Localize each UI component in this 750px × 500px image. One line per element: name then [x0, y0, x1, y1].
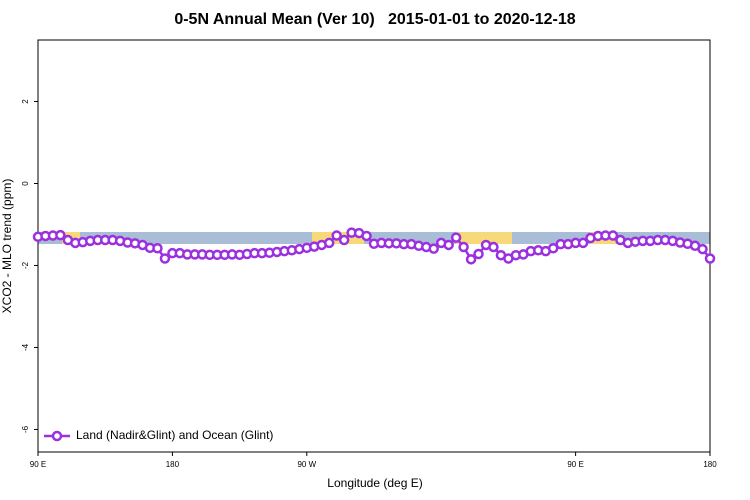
- data-point: [450, 232, 462, 243]
- data-point: [607, 230, 619, 241]
- x-tick-label: 180: [703, 460, 717, 469]
- y-tick-label: -2: [21, 261, 30, 269]
- data-point: [488, 241, 499, 253]
- legend-marker: [51, 430, 63, 442]
- y-tick-label: 2: [21, 99, 30, 104]
- data-point: [473, 248, 484, 260]
- x-tick-label: 90 E: [567, 460, 583, 469]
- data-point: [428, 243, 439, 254]
- y-tick-label: -4: [21, 343, 30, 351]
- data-point: [331, 230, 342, 241]
- land-patch: [456, 232, 512, 244]
- data-point: [323, 237, 335, 249]
- data-point: [577, 237, 589, 249]
- x-axis-label: Longitude (deg E): [327, 476, 422, 490]
- data-point: [697, 243, 708, 255]
- data-point: [443, 239, 454, 251]
- data-point: [704, 253, 716, 264]
- plot-frame: [37, 39, 711, 453]
- y-axis-label: XCO2 - MLO trend (ppm): [0, 179, 14, 314]
- ocean-band: [38, 232, 710, 244]
- data-point: [465, 254, 477, 265]
- data-point: [152, 243, 163, 254]
- data-point: [361, 230, 372, 242]
- data-point: [338, 234, 350, 246]
- legend-label: Land (Nadir&Glint) and Ocean (Glint): [76, 428, 273, 442]
- data-point: [547, 243, 559, 254]
- x-tick-label: 90 W: [297, 460, 316, 469]
- data-point: [458, 241, 469, 253]
- x-tick-label: 180: [166, 460, 180, 469]
- chart-title: 0-5N Annual Mean (Ver 10) 2015-01-01 to …: [174, 11, 575, 28]
- y-tick-label: 0: [21, 181, 30, 186]
- data-point: [55, 229, 66, 241]
- x-tick-label: 90 E: [30, 460, 46, 469]
- y-tick-label: -6: [21, 425, 30, 433]
- data-point: [159, 253, 171, 264]
